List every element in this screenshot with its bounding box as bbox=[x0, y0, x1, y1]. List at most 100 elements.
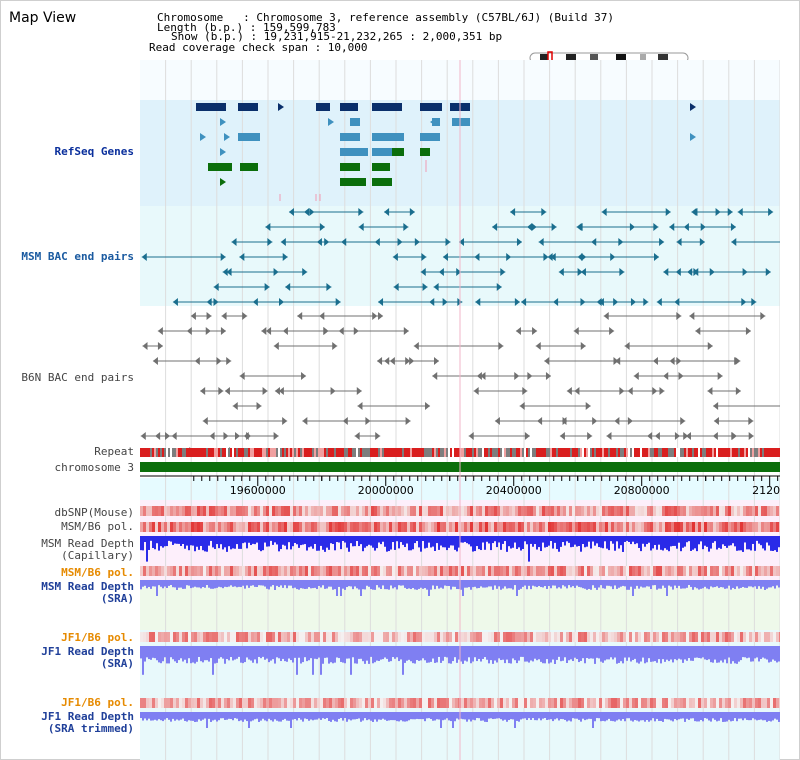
jf1-depth-sra-bar bbox=[538, 646, 540, 660]
msm-bac-pair-end bbox=[514, 298, 520, 306]
dbsnp-cell bbox=[365, 506, 368, 516]
msm-depth-capillary-bar bbox=[262, 536, 264, 551]
jf1-depth-sra-bar bbox=[764, 646, 766, 659]
repeat-segment bbox=[750, 448, 752, 457]
dbsnp-cell bbox=[494, 506, 497, 516]
dbsnp-cell bbox=[164, 506, 167, 516]
msm-depth-capillary-bar bbox=[348, 536, 350, 552]
heat-tracks[interactable] bbox=[140, 506, 780, 708]
jf1-depth-trimmed-bar bbox=[304, 712, 306, 719]
dbsnp-cell bbox=[569, 506, 572, 516]
dbsnp-cell bbox=[575, 506, 578, 516]
msm-depth-capillary-bar bbox=[444, 536, 446, 548]
jf1-depth-trimmed-bar bbox=[400, 712, 402, 721]
repeat-segment bbox=[668, 448, 670, 457]
jf1-b6-pol-cell bbox=[224, 632, 227, 642]
msm-b6-pol-cell bbox=[398, 522, 401, 532]
b6n-bac-pair-end bbox=[717, 372, 723, 380]
msm-b6-pol-cell bbox=[479, 522, 482, 532]
msm-depth-capillary-bar bbox=[270, 536, 272, 541]
jf1-depth-trimmed-bar bbox=[588, 712, 590, 719]
msm-depth-sra-bar bbox=[730, 580, 732, 590]
repeat-segment bbox=[260, 448, 262, 457]
jf1-b6-pol-2-cell bbox=[701, 698, 704, 708]
msm-b6-pol-cell bbox=[524, 522, 527, 532]
jf1-depth-sra-bar bbox=[434, 646, 436, 663]
jf1-depth-sra-bar bbox=[542, 646, 544, 664]
msm-b6-pol-2-cell bbox=[485, 566, 488, 576]
refseq-genes-track[interactable] bbox=[196, 103, 696, 201]
msm-depth-capillary-bar bbox=[160, 536, 162, 547]
genome-browser-plot[interactable]: 1960000020000000204000002080000021200 bbox=[140, 60, 780, 760]
msm-b6-pol-cell bbox=[575, 522, 578, 532]
repeat-segment bbox=[496, 448, 498, 457]
jf1-depth-sra-bar bbox=[600, 646, 602, 662]
dbsnp-cell bbox=[539, 506, 542, 516]
msm-b6-pol-2-cell bbox=[755, 566, 758, 576]
msm-depth-capillary-bar bbox=[280, 536, 282, 550]
jf1-depth-trimmed-bar bbox=[368, 712, 370, 720]
msm-b6-pol-2-cell bbox=[614, 566, 617, 576]
b6n-bac-track[interactable] bbox=[140, 312, 780, 455]
dbsnp-cell bbox=[431, 506, 434, 516]
repeat-segment bbox=[374, 448, 376, 457]
msm-b6-pol-cell bbox=[269, 522, 272, 532]
msm-depth-capillary-bar bbox=[700, 536, 702, 542]
jf1-depth-sra-bar bbox=[162, 646, 164, 662]
jf1-b6-pol-2-cell bbox=[743, 698, 746, 708]
repeat-segment bbox=[546, 448, 548, 457]
jf1-b6-pol-cell bbox=[197, 632, 200, 642]
msm-depth-capillary-bar bbox=[388, 536, 390, 552]
jf1-b6-pol-2-cell bbox=[311, 698, 314, 708]
msm-b6-pol-2-cell bbox=[479, 566, 482, 576]
jf1-b6-pol-2-cell bbox=[578, 698, 581, 708]
repeat-segment bbox=[710, 448, 712, 457]
info-chromosome: Chromosome : Chromosome 3, reference ass… bbox=[157, 11, 614, 24]
msm-depth-capillary-bar bbox=[506, 536, 508, 552]
jf1-b6-pol-2-cell bbox=[371, 698, 374, 708]
depth-tracks[interactable] bbox=[140, 536, 780, 728]
dbsnp-cell bbox=[326, 506, 329, 516]
jf1-depth-sra-bar bbox=[482, 646, 484, 659]
jf1-b6-pol-2-cell bbox=[278, 698, 281, 708]
jf1-b6-pol-2-cell bbox=[389, 698, 392, 708]
msm-depth-sra-bar bbox=[260, 580, 262, 586]
msm-bac-pair-end bbox=[324, 238, 330, 246]
jf1-depth-trimmed-bar bbox=[666, 712, 668, 720]
msm-depth-capillary-bar bbox=[422, 536, 424, 542]
repeat-segment bbox=[686, 448, 688, 457]
msm-bac-pair-end bbox=[543, 253, 549, 261]
msm-depth-capillary-bar bbox=[150, 536, 152, 541]
jf1-b6-pol-2-cell bbox=[188, 698, 191, 708]
msm-bac-pair-end bbox=[742, 268, 748, 276]
msm-b6-pol-2-cell bbox=[257, 566, 260, 576]
jf1-depth-sra-bar bbox=[776, 646, 778, 663]
repeat-segment bbox=[530, 448, 532, 457]
repeat-segment bbox=[238, 448, 240, 457]
msm-depth-sra-bar bbox=[534, 580, 536, 587]
jf1-depth-trimmed-bar bbox=[554, 712, 556, 720]
msm-depth-capillary-bar bbox=[602, 536, 604, 549]
dbsnp-cell bbox=[722, 506, 725, 516]
dbsnp-cell bbox=[671, 506, 674, 516]
jf1-depth-sra-bar bbox=[654, 646, 656, 662]
jf1-b6-pol-2-cell bbox=[296, 698, 299, 708]
jf1-depth-trimmed-bar bbox=[452, 712, 454, 728]
jf1-b6-pol-cell bbox=[260, 632, 263, 642]
msm-b6-pol-cell bbox=[377, 522, 380, 532]
msm-bac-track[interactable] bbox=[141, 208, 780, 306]
msm-b6-pol-cell bbox=[656, 522, 659, 532]
jf1-b6-pol-2-cell bbox=[377, 698, 380, 708]
msm-b6-pol-cell bbox=[167, 522, 170, 532]
jf1-b6-pol-2-cell bbox=[212, 698, 215, 708]
msm-b6-pol-2-cell bbox=[725, 566, 728, 576]
jf1-b6-pol-2-cell bbox=[191, 698, 194, 708]
repeat-segment bbox=[746, 448, 748, 457]
jf1-depth-sra-bar bbox=[242, 646, 244, 664]
msm-depth-sra-bar bbox=[224, 580, 226, 587]
jf1-depth-sra-bar bbox=[368, 646, 370, 664]
jf1-b6-pol-2-cell bbox=[185, 698, 188, 708]
msm-b6-pol-cell bbox=[470, 522, 473, 532]
jf1-b6-pol-cell bbox=[344, 632, 347, 642]
repeat-track[interactable] bbox=[140, 448, 780, 457]
